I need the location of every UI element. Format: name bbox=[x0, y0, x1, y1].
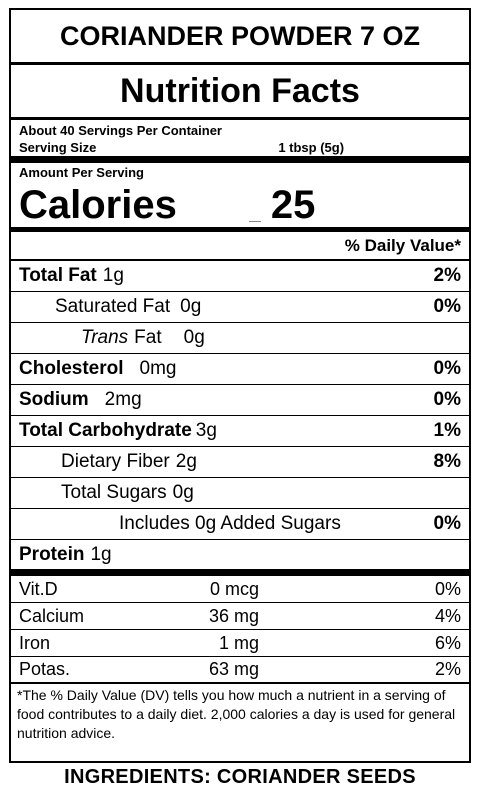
nutrient-name: Dietary Fiber bbox=[61, 451, 170, 472]
nutrient-amount: 0mg bbox=[139, 358, 177, 379]
vitamin-amount: 63 mg bbox=[208, 659, 259, 679]
nutrient-amount: 0g bbox=[183, 327, 205, 348]
nutrition-label: CORIANDER POWDER 7 OZ Nutrition Facts Ab… bbox=[9, 8, 471, 763]
vitamin-amount: 1 mg bbox=[218, 632, 259, 653]
vitamin-pct: 4% bbox=[434, 605, 461, 626]
vitamin-name: Vit.D bbox=[19, 578, 58, 599]
calories-row: Calories 25 bbox=[11, 183, 469, 232]
nutrient-pct: 1% bbox=[433, 420, 461, 441]
nutrient-pct: 0% bbox=[433, 513, 461, 534]
nutrient-amount: 3g bbox=[195, 420, 217, 441]
nutrient-row-trans-fat: Trans Fat 0g bbox=[11, 323, 469, 354]
vitamin-pct: 2% bbox=[434, 659, 461, 679]
nutrient-row-total-carbohydrate: Total Carbohydrate 3g 1% bbox=[11, 416, 469, 447]
nutrient-name: Total Fat bbox=[19, 265, 97, 286]
nutrient-row-protein: Protein 1g bbox=[11, 540, 469, 576]
nutrient-name: Saturated Fat bbox=[55, 296, 171, 317]
nutrient-name: Total Sugars bbox=[61, 482, 167, 503]
nutrient-name: Cholesterol bbox=[19, 358, 124, 379]
nutrient-pct: 0% bbox=[433, 358, 461, 379]
nutrient-amount: 0g bbox=[180, 296, 202, 317]
nutrient-name: Total Carbohydrate bbox=[19, 420, 192, 441]
nutrient-amount: 1g bbox=[90, 543, 112, 565]
vitamin-row-calcium: Calcium 36 mg 4% bbox=[11, 603, 469, 630]
nutrient-row-saturated-fat: Saturated Fat 0g 0% bbox=[11, 292, 469, 323]
vitamin-row-iron: Iron 1 mg 6% bbox=[11, 630, 469, 657]
daily-value-header: % Daily Value* bbox=[11, 232, 469, 261]
nutrient-pct: 0% bbox=[433, 389, 461, 410]
nutrient-name: Sodium bbox=[19, 389, 89, 410]
nutrient-amount: 0g bbox=[172, 482, 194, 503]
nutrient-name-rest: Fat bbox=[134, 327, 162, 348]
nutrient-name: Protein bbox=[19, 543, 85, 565]
daily-value-footnote: *The % Daily Value (DV) tells you how mu… bbox=[17, 687, 456, 741]
nutrient-row-sodium: Sodium 2mg 0% bbox=[11, 385, 469, 416]
nutrient-amount: 1g bbox=[102, 265, 124, 286]
nutrient-amount: 2mg bbox=[104, 389, 142, 410]
vitamin-row-potassium: Potas. 63 mg 2% bbox=[11, 657, 469, 684]
nutrient-amount: 2g bbox=[175, 451, 197, 472]
serving-size-value: 1 tbsp (5g) bbox=[278, 140, 345, 155]
vitamin-name: Potas. bbox=[19, 659, 71, 679]
nutrition-facts-title: Nutrition Facts bbox=[11, 65, 469, 120]
serving-size-label: Serving Size bbox=[19, 140, 97, 155]
nutrient-row-total-sugars: Total Sugars 0g bbox=[11, 478, 469, 509]
vitamin-pct: 0% bbox=[434, 578, 461, 599]
nutrient-row-dietary-fiber: Dietary Fiber 2g 8% bbox=[11, 447, 469, 478]
nutrient-row-total-fat: Total Fat 1g 2% bbox=[11, 261, 469, 292]
nutrient-row-cholesterol: Cholesterol 0mg 0% bbox=[11, 354, 469, 385]
nutrient-pct: 2% bbox=[433, 265, 461, 286]
nutrient-name: Trans bbox=[81, 327, 129, 348]
nutrient-name: Includes 0g Added Sugars bbox=[119, 513, 341, 534]
vitamin-pct: 6% bbox=[434, 632, 461, 653]
nutrient-row-added-sugars: Includes 0g Added Sugars 0% bbox=[11, 509, 469, 540]
vitamin-amount: 0 mcg bbox=[209, 578, 259, 599]
nutrient-pct: 0% bbox=[433, 296, 461, 317]
servings-per-container: About 40 Servings Per Container bbox=[19, 123, 222, 138]
serving-size-row: Serving Size 1 tbsp (5g) bbox=[11, 140, 469, 163]
amount-per-serving: Amount Per Serving bbox=[19, 165, 144, 180]
calories-value: 25 bbox=[249, 182, 316, 227]
product-name: CORIANDER POWDER 7 OZ bbox=[11, 10, 469, 65]
vitamin-name: Calcium bbox=[19, 605, 85, 626]
calories-label: Calories bbox=[19, 182, 177, 227]
vitamin-amount: 36 mg bbox=[208, 605, 259, 626]
vitamin-name: Iron bbox=[19, 632, 51, 653]
nutrient-pct: 8% bbox=[433, 451, 461, 472]
vitamin-row-vit-d: Vit.D 0 mcg 0% bbox=[11, 576, 469, 603]
ingredients-line: INGREDIENTS: CORIANDER SEEDS bbox=[64, 766, 416, 788]
